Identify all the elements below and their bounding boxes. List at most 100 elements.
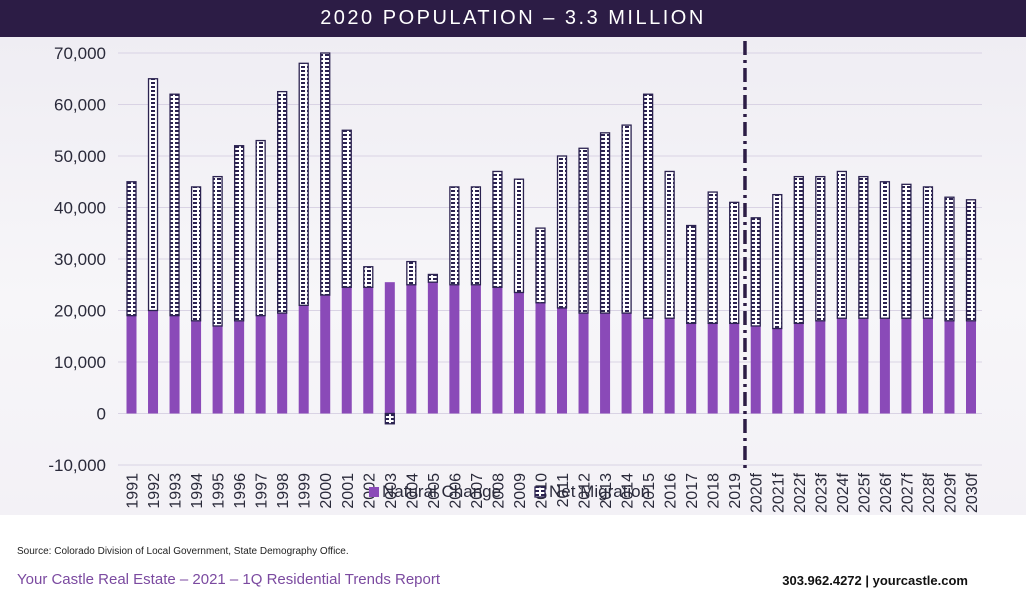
x-tick-label: 2014: [620, 473, 637, 509]
net-migration-bar: [599, 132, 611, 314]
net-migration-bar: [879, 181, 891, 319]
net-migration-bar: [858, 175, 869, 319]
net-migration-bar: [750, 217, 761, 327]
x-tick-label: 2006: [447, 473, 464, 509]
x-tick-label: 2013: [598, 473, 615, 509]
legend-migration-swatch: [534, 486, 546, 498]
net-migration-bar: [470, 186, 482, 286]
natural-change-bar: [341, 287, 352, 414]
net-migration-bar: [341, 129, 352, 288]
net-migration-bar: [277, 90, 288, 314]
net-migration-bar: [406, 260, 417, 286]
x-tick-label: 1998: [275, 473, 292, 509]
net-migration-bar: [686, 224, 697, 325]
x-tick-label: 2027f: [899, 472, 916, 513]
natural-change-bar: [427, 282, 438, 414]
natural-change-bar: [922, 318, 933, 414]
natural-change-bar: [169, 315, 180, 414]
natural-change-bar: [643, 318, 654, 414]
x-tick-label: 1999: [297, 473, 314, 509]
x-tick-label: 2016: [663, 473, 680, 509]
y-tick-label: 20,000: [54, 302, 106, 321]
x-tick-label: 2015: [641, 473, 658, 509]
net-migration-bar: [772, 193, 783, 330]
x-tick-label: 1993: [168, 473, 185, 509]
net-migration-bar: [836, 170, 847, 319]
y-tick-label: 10,000: [54, 353, 106, 372]
natural-change-bar: [707, 323, 718, 414]
contact-info: 303.962.4272 | yourcastle.com: [782, 573, 968, 588]
x-tick-label: 2026f: [878, 472, 895, 513]
net-migration-bar: [664, 170, 675, 319]
net-migration-bar: [298, 62, 309, 307]
net-migration-bar: [642, 93, 654, 319]
x-tick-label: 2020f: [749, 472, 766, 513]
net-migration-bar: [944, 196, 955, 322]
natural-change-bar: [944, 320, 955, 414]
x-tick-label: 2029f: [942, 472, 959, 513]
natural-change-bar: [449, 284, 460, 414]
natural-change-bar: [750, 325, 761, 414]
natural-change-bar: [836, 318, 847, 414]
natural-change-bar: [492, 287, 503, 414]
x-tick-label: 1996: [232, 473, 249, 509]
natural-change-bar: [686, 323, 697, 414]
x-tick-label: 2019: [727, 473, 744, 509]
net-migration-bar: [707, 191, 718, 325]
net-migration-bar: [449, 186, 460, 286]
net-migration-bar: [147, 78, 159, 312]
x-tick-label: 2004: [404, 473, 421, 509]
natural-change-bar: [470, 284, 481, 414]
x-tick-label: 2003: [383, 473, 400, 509]
chart-title: 2020 POPULATION – 3.3 MILLION: [320, 7, 706, 29]
x-tick-label: 2012: [577, 473, 594, 509]
natural-change-bar: [557, 307, 568, 414]
natural-change-bar: [793, 323, 804, 414]
natural-change-bar: [664, 318, 675, 414]
x-tick-label: 2011: [555, 473, 572, 508]
net-migration-bar: [729, 201, 740, 325]
net-migration-bar: [556, 155, 568, 309]
net-migration-bar: [578, 147, 589, 314]
legend-natural-label: Natural Change: [382, 482, 501, 501]
natural-change-bar: [277, 313, 288, 414]
legend-migration-label: Net Migration: [549, 482, 650, 501]
x-tick-label: 2025f: [856, 472, 873, 513]
natural-change-bar: [320, 295, 331, 414]
net-migration-bar: [233, 145, 245, 322]
x-tick-label: 2001: [340, 473, 357, 509]
natural-change-bar: [513, 292, 524, 414]
net-migration-bar: [190, 186, 202, 322]
y-tick-label: 40,000: [54, 199, 106, 218]
natural-change-bar: [234, 320, 245, 414]
natural-change-bar: [901, 318, 912, 414]
net-migration-bar: [815, 175, 826, 322]
net-migration-bar: [621, 124, 632, 314]
net-migration-bar: [965, 199, 977, 322]
report-title: Your Castle Real Estate – 2021 – 1Q Resi…: [17, 571, 441, 588]
natural-change-bar: [535, 302, 546, 414]
x-tick-label: 2023f: [813, 472, 830, 513]
net-migration-bar: [212, 175, 223, 327]
net-migration-bar: [922, 186, 934, 319]
natural-change-bar: [406, 284, 417, 414]
natural-change-bar: [772, 328, 783, 414]
x-tick-label: 1994: [189, 473, 206, 509]
net-migration-bar: [427, 273, 439, 283]
y-tick-label: 30,000: [54, 250, 106, 269]
y-tick-label: 0: [97, 405, 106, 424]
net-migration-bar: [255, 139, 266, 317]
net-migration-bar: [901, 183, 912, 319]
y-tick-label: 50,000: [54, 147, 106, 166]
x-tick-label: 2030f: [964, 472, 981, 513]
y-tick-label: -10,000: [48, 456, 106, 475]
natural-change-bar: [363, 287, 374, 414]
net-migration-bar: [492, 170, 503, 288]
natural-change-bar: [384, 282, 395, 414]
x-tick-label: 2021f: [770, 472, 787, 513]
natural-change-bar: [621, 313, 632, 414]
natural-change-bar: [298, 305, 309, 414]
net-migration-bar: [513, 178, 525, 294]
x-tick-label: 2000: [318, 473, 335, 509]
x-tick-label: 2009: [512, 473, 529, 509]
